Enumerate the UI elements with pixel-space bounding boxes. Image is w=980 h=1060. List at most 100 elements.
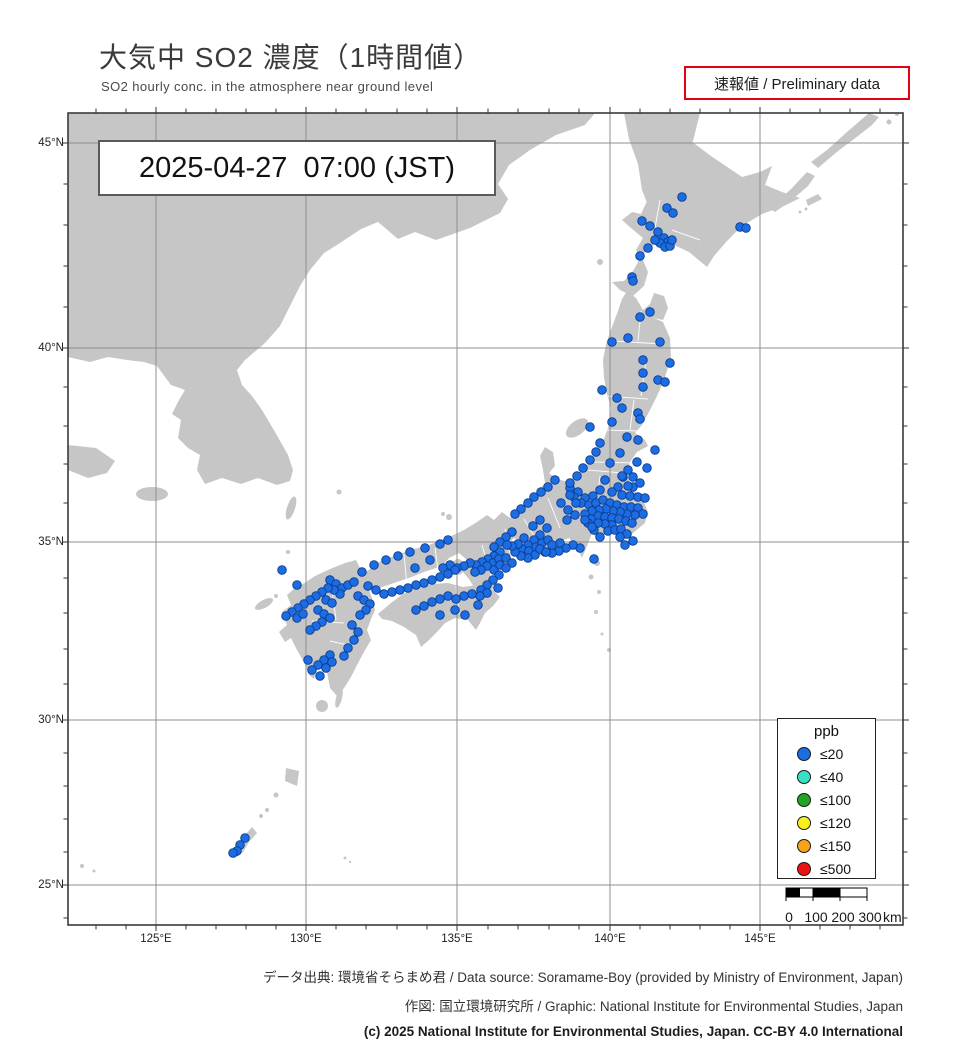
station-dot [516,504,526,514]
station-dot [555,538,565,548]
station-dot [435,594,445,604]
station-dot [438,563,448,573]
station-dot [277,565,287,575]
legend: ppb ≤20 ≤40 ≤100 ≤120 ≤150 ≤500 [777,718,876,879]
station-dot [488,575,498,585]
legend-swatch-icon [797,792,811,807]
footer-copyright: (c) 2025 National Institute for Environm… [363,1024,903,1039]
station-dot [411,605,421,615]
station-dot [645,307,655,317]
landmass-goto [254,598,274,610]
station-dot [379,589,389,599]
station-dot [628,276,638,286]
lon-tick-label: 135°E [441,933,473,945]
station-dot [450,605,460,615]
landmass-shikotan [806,194,822,206]
station-dot [507,558,517,568]
landmass-kuril-islet [886,119,892,125]
station-dot [357,567,367,577]
scale-bar-label: 0 [785,909,793,925]
landmass-izu-island [597,590,601,594]
scale-bar-unit: km [883,909,902,925]
station-dot [371,585,381,595]
legend-label: ≤120 [820,814,852,831]
legend-row: ≤150 [778,834,875,857]
timestamp-box: 2025-04-27 07:00 (JST) [98,140,496,196]
station-dot [607,417,617,427]
station-dot [510,509,520,519]
graticule [68,113,903,925]
station-dot [313,660,323,670]
station-dot [665,358,675,368]
station-dot [615,448,625,458]
landmass-ryukyu-islet [259,814,263,818]
station-dot [643,243,653,253]
landmass-iki [286,550,290,554]
station-dot [547,540,557,550]
station-dot [523,498,533,508]
station-dot [635,251,645,261]
station-dot [419,578,429,588]
station-dot [638,509,648,519]
station-dot [605,458,615,468]
station-dot [443,535,453,545]
station-dot [387,587,397,597]
station-dot [355,610,365,620]
landmass-daito [343,856,347,860]
station-dot [536,487,546,497]
station-dot [597,385,607,395]
station-dot [321,663,331,673]
station-dot [741,223,751,233]
station-dot [638,368,648,378]
lat-tick-label: 40°N [38,342,64,354]
station-dot [607,337,617,347]
station-dot [501,563,511,573]
station-dot [435,572,445,582]
station-dot [543,482,553,492]
station-dot [292,580,302,590]
landmass-izu-island [594,610,598,614]
station-dot [528,521,538,531]
station-dot [667,235,677,245]
station-dot [627,518,637,528]
station-dot [419,601,429,611]
station-dot [655,337,665,347]
station-dot [494,570,504,580]
station-dot [450,565,460,575]
station-dots [228,192,751,858]
station-dot [475,591,485,601]
landmass-ryukyu-islet [273,792,279,798]
map-frame [67,112,904,926]
station-dot [315,671,325,681]
station-dot [640,493,650,503]
station-dot [305,625,315,635]
station-dot [307,665,317,675]
station-dot [281,611,291,621]
legend-swatch-icon [797,746,811,761]
station-dot [405,547,415,557]
lat-tick-label: 45°N [38,137,64,149]
station-dot [349,635,359,645]
station-dot [578,463,588,473]
scale-bar-label: 200 [831,909,855,925]
landmass-hokkaido [612,132,800,296]
legend-title: ppb [813,723,840,740]
landmass-habomai [798,210,802,214]
station-dot [615,532,625,542]
station-dot [501,553,511,563]
legend-label: ≤40 [820,768,844,785]
legend-row: ≤20 [778,742,875,765]
station-dot [459,591,469,601]
station-dot [460,610,470,620]
landmass-etorofu [811,113,879,168]
station-dot [632,457,642,467]
station-dot [529,492,539,502]
station-dot [240,833,250,843]
station-dot [642,463,652,473]
lon-tick-label: 125°E [140,933,172,945]
station-dot [369,560,379,570]
station-dot [507,527,517,537]
station-dot [622,432,632,442]
legend-label: ≤500 [820,860,852,877]
